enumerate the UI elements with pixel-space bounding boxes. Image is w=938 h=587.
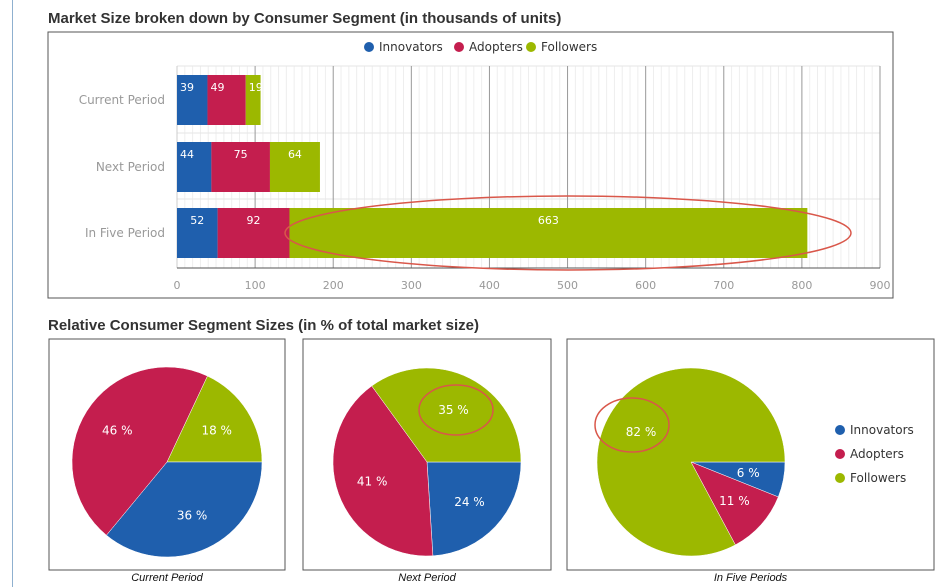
x-tick-label: 300 — [401, 279, 422, 292]
bar-adopters-in-five-period — [217, 208, 290, 258]
x-tick-label: 600 — [635, 279, 656, 292]
pie-legend-marker — [835, 449, 845, 459]
pie-label-followers: 35 % — [438, 403, 469, 417]
bar-followers-in-five-period — [289, 208, 808, 258]
x-tick-label: 700 — [713, 279, 734, 292]
bar-followers-next-period — [269, 142, 320, 192]
pie-slice-adopters-in-five-periods — [690, 461, 779, 546]
legend-label: Followers — [541, 40, 597, 54]
pie-label-adopters: 11 % — [719, 494, 750, 508]
pie-slice-innovators-current-period — [106, 461, 263, 558]
pie-label-innovators: 6 % — [737, 466, 760, 480]
pie-legend-label: Adopters — [850, 447, 904, 461]
bar-value-label: 75 — [234, 148, 248, 161]
x-tick-label: 800 — [791, 279, 812, 292]
pie-caption-current: Current Period — [131, 572, 203, 584]
category-label-next-period: Next Period — [96, 160, 165, 174]
bar-innovators-in-five-period — [177, 208, 218, 258]
bar-innovators-next-period — [177, 142, 212, 192]
pie-caption-next: Next Period — [398, 572, 456, 584]
pie-legend-label: Followers — [850, 471, 906, 485]
x-tick-label: 200 — [323, 279, 344, 292]
legend-marker — [454, 42, 464, 52]
pie-slice-followers-current-period — [166, 375, 263, 463]
pie-label-followers: 18 % — [201, 423, 232, 437]
category-label-current-period: Current Period — [79, 93, 165, 107]
pie-slice-followers-in-five-periods — [596, 367, 786, 557]
highlight-ellipse-five-followers — [594, 397, 670, 453]
pie-legend-marker — [835, 473, 845, 483]
highlight-ellipse-next-followers — [418, 384, 494, 436]
bar-chart-frame — [47, 31, 894, 299]
pie-label-adopters: 41 % — [357, 475, 388, 489]
bar-value-label: 39 — [180, 81, 194, 94]
legend-label: Adopters — [469, 40, 523, 54]
category-label-in-five-period: In Five Period — [85, 226, 165, 240]
pie-slice-followers-next-period — [371, 367, 522, 463]
bar-value-label: 19 — [249, 81, 263, 94]
bar-value-label: 49 — [210, 81, 224, 94]
pie-label-innovators: 36 % — [177, 508, 208, 522]
pie-slice-innovators-next-period — [426, 461, 522, 557]
x-tick-label: 0 — [174, 279, 181, 292]
pie-legend-marker — [835, 425, 845, 435]
pie-label-innovators: 24 % — [454, 495, 485, 509]
bar-innovators-current-period — [177, 75, 208, 125]
pie-label-followers: 82 % — [626, 425, 657, 439]
legend-item-followers: Followers — [526, 40, 597, 54]
pie-legend-item-followers: Followers — [835, 471, 906, 485]
pie-legend-label: Innovators — [850, 423, 914, 437]
pie-caption-five: In Five Periods — [713, 572, 788, 584]
legend-item-adopters: Adopters — [454, 40, 523, 54]
bar-value-label: 44 — [180, 148, 194, 161]
bar-value-label: 64 — [288, 148, 302, 161]
legend-marker — [526, 42, 536, 52]
left-rule — [12, 0, 13, 587]
pie-slice-adopters-next-period — [332, 385, 434, 557]
pie-label-adopters: 46 % — [102, 423, 133, 437]
bar-value-label: 52 — [190, 214, 204, 227]
x-tick-label: 500 — [557, 279, 578, 292]
pie-slice-adopters-current-period — [71, 366, 208, 536]
bar-value-label: 663 — [538, 214, 559, 227]
legend-label: Innovators — [379, 40, 443, 54]
highlight-ellipse-followers-bar — [284, 195, 852, 271]
legend-marker — [364, 42, 374, 52]
pie-legend-item-adopters: Adopters — [835, 447, 904, 461]
bar-adopters-next-period — [211, 142, 270, 192]
pie-section-title: Relative Consumer Segment Sizes (in % of… — [48, 317, 479, 334]
bar-adopters-current-period — [207, 75, 246, 125]
legend-item-innovators: Innovators — [364, 40, 443, 54]
pie-legend-item-innovators: Innovators — [835, 423, 914, 437]
bar-followers-current-period — [245, 75, 261, 125]
bar-chart-title: Market Size broken down by Consumer Segm… — [48, 10, 562, 27]
bar-value-label: 92 — [247, 214, 261, 227]
x-tick-label: 100 — [245, 279, 266, 292]
x-tick-label: 400 — [479, 279, 500, 292]
x-tick-label: 900 — [870, 279, 891, 292]
